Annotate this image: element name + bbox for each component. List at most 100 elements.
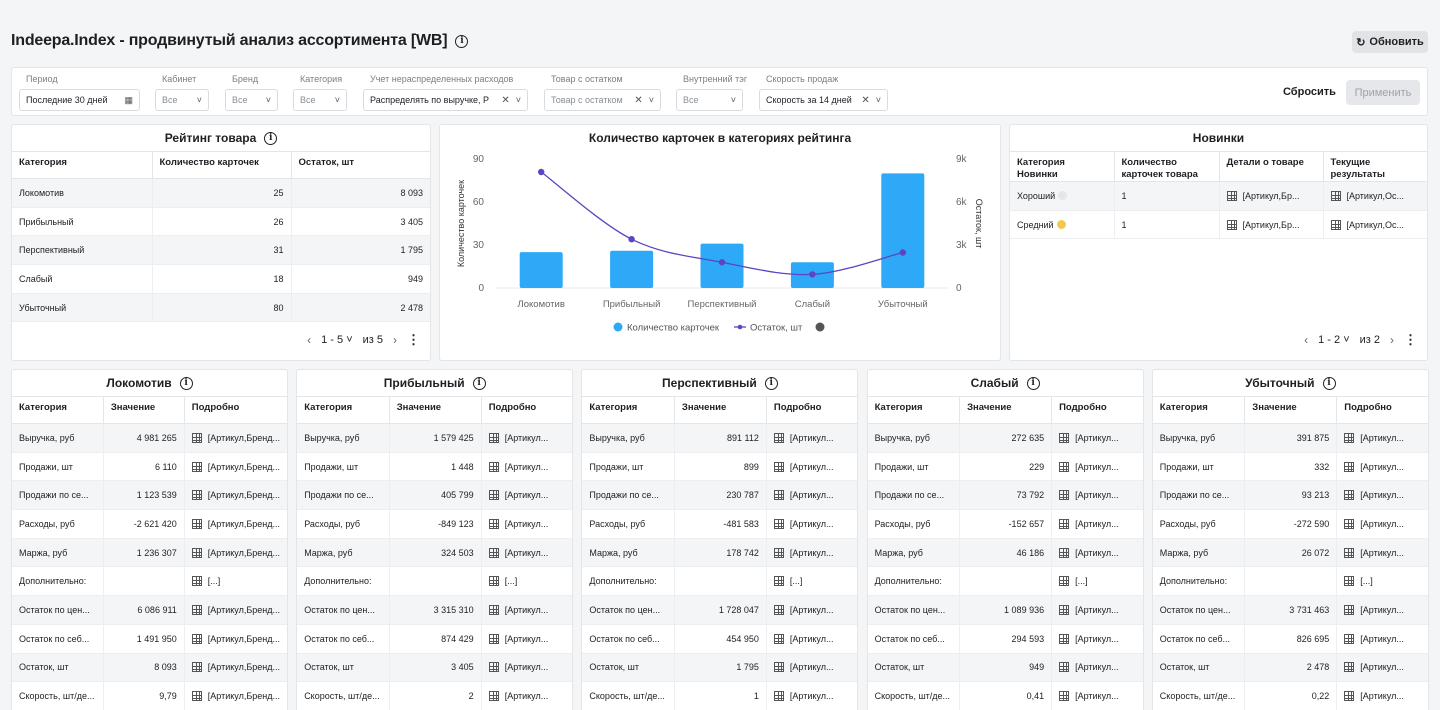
metric-detail[interactable]: [Артикул,Бренд... <box>184 509 287 539</box>
filter-select[interactable]: Скорость за 14 дней ✕ ˅ <box>759 89 888 111</box>
metric-detail[interactable]: [Артикул... <box>481 653 573 683</box>
metric-detail[interactable]: [Артикул... <box>766 509 858 539</box>
metric-detail[interactable]: [Артикул... <box>766 681 858 710</box>
table-cell[interactable]: [Артикул,Бр... <box>1219 210 1324 240</box>
page-range-select[interactable]: 1 - 5 ˅ <box>321 334 353 346</box>
metric-detail[interactable]: [Артикул... <box>766 538 858 568</box>
info-icon[interactable]: i <box>1026 376 1040 390</box>
metric-detail[interactable]: [Артикул... <box>1336 595 1428 625</box>
column-header[interactable]: Подробно <box>1336 396 1428 424</box>
metric-detail[interactable]: [Артикул... <box>766 595 858 625</box>
table-row[interactable]: Остаток по цен... 1 728 047 [Артикул... <box>582 595 858 625</box>
metric-detail[interactable]: [Артикул,Бренд... <box>184 423 287 453</box>
table-row[interactable]: Расходы, руб -152 657 [Артикул... <box>867 509 1143 539</box>
table-row[interactable]: Выручка, руб 391 875 [Артикул... <box>1152 423 1428 453</box>
calendar-icon[interactable]: ▦ <box>124 94 133 105</box>
column-header[interactable]: Значение <box>103 396 185 424</box>
table-row[interactable]: Расходы, руб -849 123 [Артикул... <box>297 509 573 539</box>
column-header[interactable]: Значение <box>674 396 767 424</box>
table-row[interactable]: Продажи, шт 229 [Артикул... <box>867 452 1143 482</box>
table-row[interactable]: Продажи, шт 1 448 [Артикул... <box>297 452 573 482</box>
reset-button[interactable]: Сбросить <box>1283 86 1336 98</box>
table-row[interactable]: Прибыльный 26 3 405 <box>12 207 430 237</box>
chevron-down-icon[interactable]: ˅ <box>730 95 736 105</box>
table-row[interactable]: Продажи по се... 93 213 [Артикул... <box>1152 480 1428 511</box>
table-row[interactable]: Выручка, руб 272 635 [Артикул... <box>867 423 1143 453</box>
table-row[interactable]: Перспективный 31 1 795 <box>12 235 430 266</box>
metric-detail[interactable]: [Артикул... <box>481 538 573 568</box>
next-page-icon[interactable]: › <box>393 333 397 347</box>
info-icon[interactable]: i <box>179 376 193 390</box>
column-header[interactable]: Подробно <box>766 396 858 424</box>
table-row[interactable]: Маржа, руб 26 072 [Артикул... <box>1152 538 1428 568</box>
table-row[interactable]: Расходы, руб -2 621 420 [Артикул,Бренд... <box>12 509 287 539</box>
metric-detail[interactable]: [Артикул... <box>1051 653 1143 683</box>
table-row[interactable]: Продажи, шт 6 110 [Артикул,Бренд... <box>12 452 287 482</box>
table-row[interactable]: Расходы, руб -272 590 [Артикул... <box>1152 509 1428 539</box>
column-header[interactable]: Количество карточек <box>152 151 292 179</box>
metric-detail[interactable]: [Артикул... <box>481 624 573 654</box>
table-row[interactable]: Дополнительно: [...] <box>297 566 573 597</box>
metric-detail[interactable]: [Артикул... <box>1051 538 1143 568</box>
column-header[interactable]: Категория <box>867 396 961 424</box>
table-row[interactable]: Маржа, руб 1 236 307 [Артикул,Бренд... <box>12 538 287 568</box>
column-header[interactable]: Категория <box>582 396 675 424</box>
clear-icon[interactable]: ✕ <box>861 94 870 106</box>
table-row[interactable]: Остаток, шт 8 093 [Артикул,Бренд... <box>12 653 287 683</box>
metric-detail[interactable]: [Артикул... <box>481 452 573 482</box>
filter-select[interactable]: Все ˅ <box>155 89 209 111</box>
chevron-down-icon[interactable]: ˅ <box>648 94 654 105</box>
column-header[interactable]: Детали о товаре <box>1219 151 1324 182</box>
metric-detail[interactable]: [...] <box>1336 566 1428 597</box>
metric-detail[interactable]: [Артикул... <box>1336 452 1428 482</box>
table-row[interactable]: Остаток, шт 2 478 [Артикул... <box>1152 653 1428 683</box>
table-row[interactable]: Остаток по цен... 6 086 911 [Артикул,Бренд… <box>12 595 287 625</box>
table-row[interactable]: Продажи, шт 899 [Артикул... <box>582 452 858 482</box>
info-icon[interactable]: i <box>764 376 778 390</box>
column-header[interactable]: Категория Новинки <box>1010 151 1115 182</box>
table-row[interactable]: Остаток по цен... 3 731 463 [Артикул... <box>1152 595 1428 625</box>
filter-select[interactable]: Распределять по выручке, Р ✕ ˅ <box>363 89 528 111</box>
filter-select[interactable]: Последние 30 дней ▦ <box>19 89 140 111</box>
apply-button[interactable]: Применить <box>1346 80 1420 105</box>
table-row[interactable]: Дополнительно: [...] <box>12 566 287 597</box>
page-range-select[interactable]: 1 - 2 ˅ <box>1318 334 1350 346</box>
metric-detail[interactable]: [Артикул... <box>1336 653 1428 683</box>
table-cell[interactable]: [Артикул,Бр... <box>1219 181 1324 211</box>
table-row[interactable]: Локомотив 25 8 093 <box>12 178 430 208</box>
table-row[interactable]: Скорость, шт/де... 2 [Артикул... <box>297 681 573 710</box>
column-header[interactable]: Подробно <box>184 396 287 424</box>
filter-select[interactable]: Все ˅ <box>225 89 278 111</box>
metric-detail[interactable]: [Артикул... <box>481 681 573 710</box>
table-row[interactable]: Остаток, шт 949 [Артикул... <box>867 653 1143 683</box>
metric-detail[interactable]: [...] <box>1051 566 1143 597</box>
table-row[interactable]: Продажи по се... 1 123 539 [Артикул,Бренд.… <box>12 480 287 511</box>
column-header[interactable]: Категория <box>297 396 390 424</box>
table-row[interactable]: Скорость, шт/де... 0,41 [Артикул... <box>867 681 1143 710</box>
table-row[interactable]: Продажи по се... 230 787 [Артикул... <box>582 480 858 511</box>
prev-page-icon[interactable]: ‹ <box>1304 333 1309 347</box>
filter-select[interactable]: Все ˅ <box>676 89 743 111</box>
filter-select[interactable]: Товар с остатком ✕ ˅ <box>544 89 661 111</box>
metric-detail[interactable]: [Артикул... <box>481 509 573 539</box>
column-header[interactable]: Значение <box>389 396 482 424</box>
filter-select[interactable]: Все ˅ <box>293 89 347 111</box>
table-row[interactable]: Убыточный 80 2 478 <box>12 293 430 323</box>
table-row[interactable]: Остаток, шт 1 795 [Артикул... <box>582 653 858 683</box>
metric-detail[interactable]: [Артикул... <box>1051 681 1143 710</box>
metric-detail[interactable]: [Артикул,Бренд... <box>184 595 287 625</box>
table-row[interactable]: Дополнительно: [...] <box>1152 566 1428 597</box>
clear-icon[interactable]: ✕ <box>634 94 643 106</box>
table-row[interactable]: Маржа, руб 324 503 [Артикул... <box>297 538 573 568</box>
chevron-down-icon[interactable]: ˅ <box>875 94 881 105</box>
table-row[interactable]: Расходы, руб -481 583 [Артикул... <box>582 509 858 539</box>
table-row[interactable]: Продажи, шт 332 [Артикул... <box>1152 452 1428 482</box>
table-row[interactable]: Остаток по цен... 1 089 936 [Артикул... <box>867 595 1143 625</box>
table-row[interactable]: Маржа, руб 178 742 [Артикул... <box>582 538 858 568</box>
column-header[interactable]: Категория <box>1152 396 1246 424</box>
table-row[interactable]: Слабый 18 949 <box>12 264 430 294</box>
column-header[interactable]: Подробно <box>1051 396 1143 424</box>
metric-detail[interactable]: [Артикул... <box>1336 509 1428 539</box>
table-row[interactable]: Остаток по цен... 3 315 310 [Артикул... <box>297 595 573 625</box>
chevron-down-icon[interactable]: ˅ <box>196 95 202 105</box>
